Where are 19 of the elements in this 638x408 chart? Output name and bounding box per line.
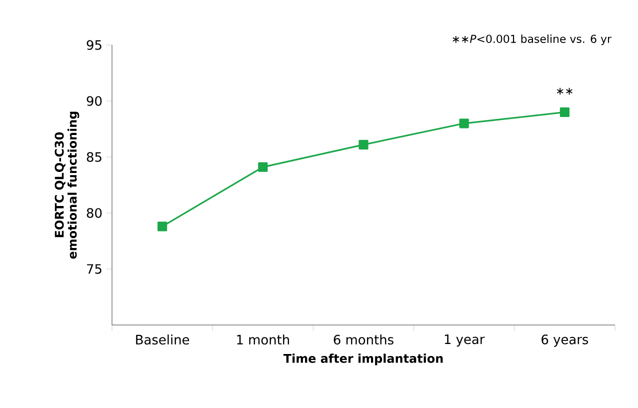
point (258, 162, 268, 172)
x-tick-label: Baseline (136, 334, 190, 345)
point (158, 222, 168, 232)
annotation: ∗∗ (556, 88, 572, 95)
x-tick-label: 1 month (237, 334, 289, 345)
x-tick-label: 6 months (334, 334, 394, 345)
x-axis-title: Time after implantation (283, 354, 443, 366)
y-axis-title: EORTC QLQ-C30 emotional functioning (54, 112, 80, 259)
annotation: ∗∗P<0.001 baseline vs. 6 yr (452, 34, 612, 46)
y-tick-label: 95 (86, 40, 102, 50)
x-tick-label: 1 year (444, 334, 485, 347)
point (459, 118, 469, 128)
point (358, 140, 368, 150)
x-tick-label: 6 years (542, 334, 588, 347)
y-tick-label: 80 (86, 208, 102, 218)
y-tick-label: 85 (86, 152, 102, 162)
point (560, 107, 570, 117)
y-tick-label: 75 (87, 264, 102, 274)
y-tick-label: 90 (86, 96, 102, 106)
